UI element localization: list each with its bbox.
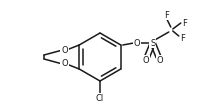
Text: O: O <box>143 55 149 65</box>
Text: F: F <box>180 33 185 43</box>
Text: O: O <box>61 60 68 68</box>
Text: S: S <box>150 38 155 48</box>
Text: O: O <box>61 46 68 54</box>
Text: O: O <box>133 38 140 48</box>
Text: Cl: Cl <box>96 94 104 102</box>
Text: F: F <box>182 19 187 27</box>
Text: O: O <box>156 55 163 65</box>
Text: F: F <box>164 10 169 20</box>
